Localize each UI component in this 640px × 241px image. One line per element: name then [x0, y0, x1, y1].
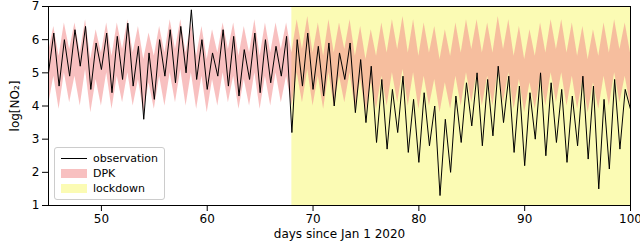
- svg-text:70: 70: [305, 212, 320, 226]
- svg-text:90: 90: [517, 212, 532, 226]
- svg-text:2: 2: [32, 165, 40, 179]
- svg-text:4: 4: [32, 99, 40, 113]
- svg-text:6: 6: [32, 33, 40, 47]
- svg-text:100: 100: [619, 212, 640, 226]
- html-text:DPK: DPK: [93, 167, 116, 180]
- svg-text:1: 1: [32, 198, 40, 212]
- svg-text:80: 80: [411, 212, 426, 226]
- svg-text:7: 7: [32, 0, 40, 13]
- html-text:lockdown: lockdown: [93, 182, 145, 195]
- svg-text:log[NO₂]: log[NO₂]: [8, 81, 22, 132]
- svg-text:50: 50: [94, 212, 109, 226]
- html-text:observation: observation: [93, 152, 159, 165]
- svg-text:3: 3: [32, 132, 40, 146]
- svg-text:days since Jan 1 2020: days since Jan 1 2020: [274, 227, 405, 241]
- svg-text:60: 60: [200, 212, 215, 226]
- svg-text:5: 5: [32, 66, 40, 80]
